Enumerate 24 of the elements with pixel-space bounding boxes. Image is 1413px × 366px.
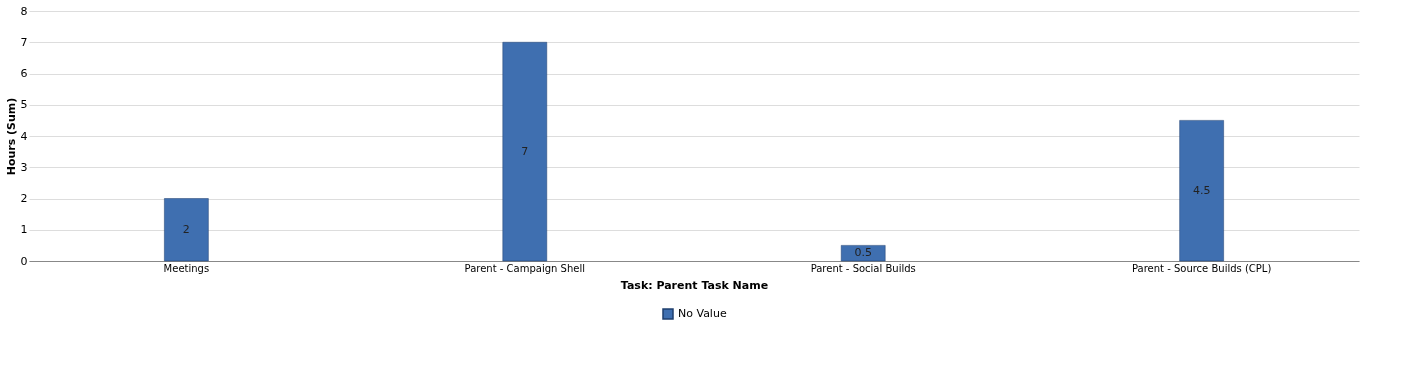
x-tick-label: Parent - Source Builds (CPL) (1131, 262, 1272, 274)
legend-label: No Value (678, 307, 727, 320)
bar (840, 245, 886, 262)
data-label: 2 (182, 222, 190, 236)
y-tick-label: 5 (20, 98, 28, 112)
y-tick-label: 2 (20, 192, 28, 205)
x-tick-label: Parent - Campaign Shell (464, 262, 585, 274)
y-tick-label: 6 (20, 67, 28, 80)
x-tick-label: Parent - Social Builds (810, 262, 916, 274)
bar (164, 198, 209, 262)
bar (502, 42, 548, 262)
x-tick-label: Meetings (163, 262, 210, 274)
y-tick-label: 7 (20, 35, 28, 49)
data-label: 7 (521, 144, 529, 158)
y-tick-label: 4 (20, 129, 28, 143)
y-tick-label: 1 (20, 223, 28, 237)
y-axis-title: Hours (Sum) (4, 97, 18, 176)
x-axis-title: Task: Parent Task Name (620, 278, 769, 292)
y-tick-label: 8 (20, 4, 28, 18)
data-label: 4.5 (1192, 183, 1211, 197)
data-label: 0.5 (854, 246, 872, 260)
y-tick-label: 3 (20, 160, 28, 174)
y-tick-label: 0 (20, 254, 28, 268)
bar (1179, 120, 1224, 262)
